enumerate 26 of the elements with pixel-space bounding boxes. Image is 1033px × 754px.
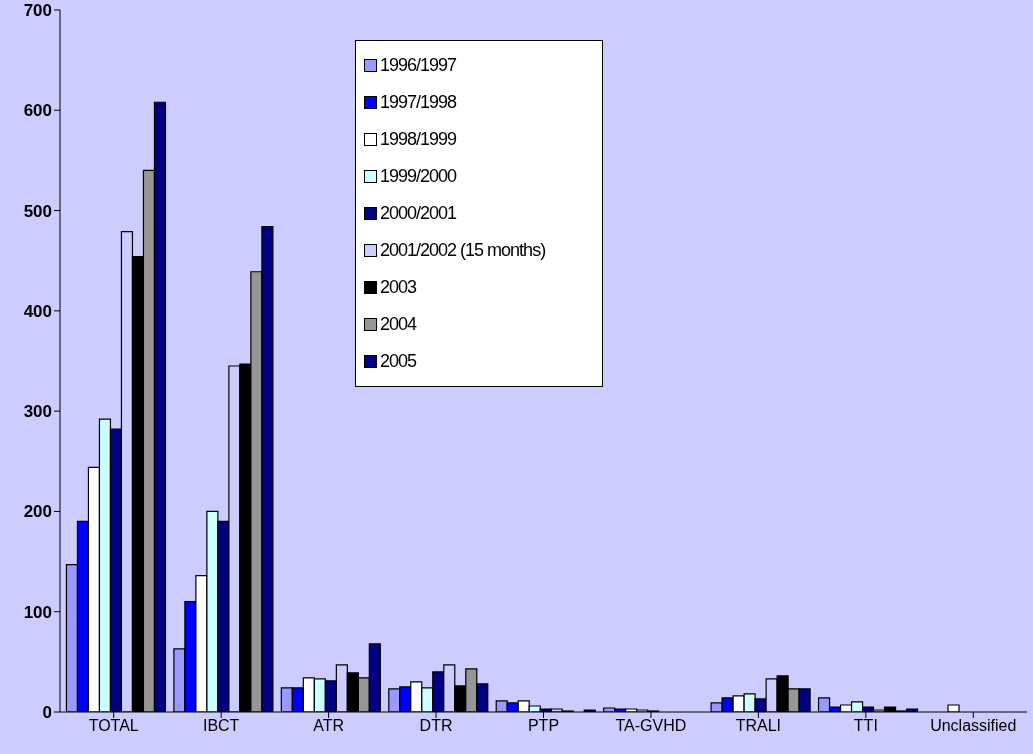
legend-label: 2004 (380, 314, 417, 335)
y-tick-label: 100 (23, 602, 52, 622)
legend-label: 1999/2000 (380, 166, 457, 187)
legend-label: 1998/1999 (380, 129, 457, 150)
y-tick-label: 500 (23, 201, 52, 221)
y-tick-label: 200 (23, 502, 52, 522)
x-tick-label: TTI (853, 717, 878, 735)
x-tick-label: ATR (313, 717, 345, 735)
legend-label: 2001/2002 (15 months) (380, 240, 546, 261)
x-tick-label: Unclassified (930, 717, 1017, 735)
legend-label: 2005 (380, 351, 417, 372)
legend-label: 1997/1998 (380, 92, 457, 113)
x-tick-label: IBCT (202, 717, 240, 735)
legend-label: 2003 (380, 277, 417, 298)
y-tick-label: 700 (23, 1, 52, 21)
x-tick-label: TOTAL (88, 717, 139, 735)
legend-label: 2000/2001 (380, 203, 457, 224)
x-tick-label: TRALI (735, 717, 782, 735)
legend-label: 1996/1997 (380, 55, 457, 76)
y-tick-label: 600 (23, 101, 52, 121)
x-tick-label: PTP (527, 717, 560, 735)
y-tick-label: 300 (23, 402, 52, 422)
x-tick-label: TA-GVHD (615, 717, 687, 735)
x-tick-label: DTR (419, 717, 453, 735)
y-tick-label: 0 (42, 703, 52, 723)
y-tick-label: 400 (23, 301, 52, 321)
